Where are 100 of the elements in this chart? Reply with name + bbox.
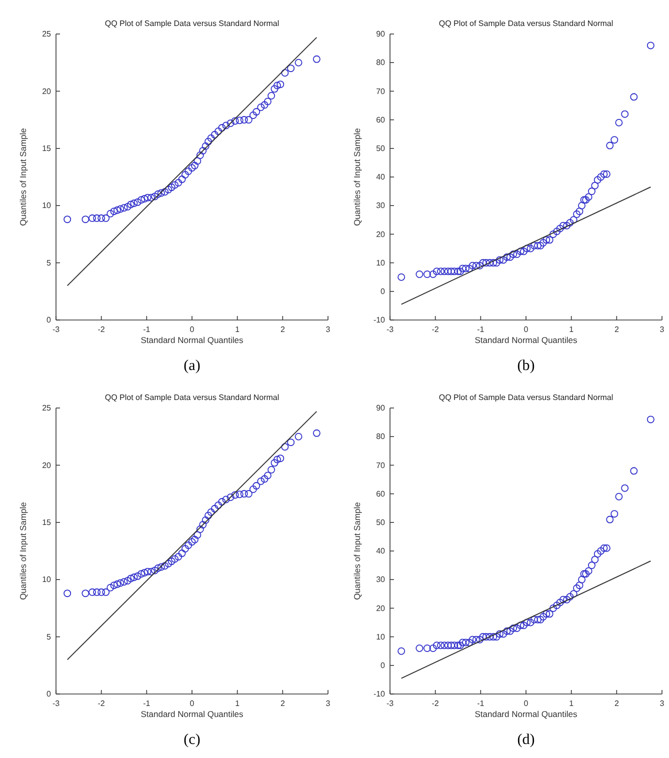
y-axis-title: Quantiles of Input Sample	[18, 128, 28, 226]
point	[268, 92, 276, 100]
y-tick-label: 0	[380, 286, 386, 296]
point	[312, 55, 320, 63]
point	[276, 80, 284, 88]
point	[252, 482, 260, 490]
point	[147, 568, 155, 576]
y-tick-label: 50	[376, 144, 386, 153]
point	[268, 466, 276, 474]
y-tick-label: 90	[376, 30, 386, 39]
y-tick-label: 5	[46, 258, 52, 268]
x-tick-label: -1	[477, 699, 485, 708]
point	[178, 176, 186, 184]
y-tick-label: 15	[42, 518, 52, 527]
point	[240, 116, 248, 124]
point	[260, 101, 268, 109]
point	[93, 588, 101, 596]
point	[202, 142, 210, 150]
y-tick-label: 60	[376, 489, 386, 498]
y-tick-label: 15	[42, 144, 52, 153]
point	[294, 432, 302, 440]
point	[161, 188, 169, 196]
point	[106, 210, 114, 218]
x-tick-label: 2	[280, 325, 286, 334]
point	[134, 572, 142, 580]
point	[140, 194, 148, 202]
point	[147, 194, 155, 202]
point	[273, 456, 281, 464]
x-tick-label: 3	[660, 699, 665, 708]
point	[134, 198, 142, 206]
point	[168, 558, 176, 566]
x-axis-title: Standard Normal Quantiles	[140, 709, 244, 719]
y-tick-label: 10	[376, 632, 386, 642]
text: (d)	[517, 732, 535, 748]
point	[157, 189, 165, 197]
x-tick-label: -3	[52, 325, 60, 334]
y-tick-label: 30	[376, 201, 386, 210]
point	[188, 538, 196, 546]
x-tick-label: 0	[524, 325, 529, 334]
point	[273, 82, 281, 90]
point	[181, 544, 189, 552]
point	[231, 491, 239, 499]
y-tick-label: 5	[46, 632, 52, 642]
point	[151, 566, 159, 574]
point	[264, 472, 272, 480]
x-axis-title: Standard Normal Quantiles	[474, 335, 578, 345]
point	[257, 103, 265, 111]
point	[231, 117, 239, 125]
point	[171, 181, 179, 189]
point	[157, 563, 165, 571]
x-tick-label: 1	[235, 325, 240, 334]
point	[116, 579, 124, 587]
point	[210, 504, 218, 512]
y-axis-title: Quantiles of Input Sample	[18, 502, 28, 600]
y-tick-label: 80	[376, 432, 386, 442]
point	[281, 69, 289, 77]
point	[281, 443, 289, 451]
y-tick-label: 40	[376, 546, 386, 556]
y-tick-label: 70	[376, 86, 386, 96]
point	[93, 214, 101, 222]
point	[287, 64, 295, 72]
point	[130, 574, 138, 582]
x-tick-label: 1	[569, 699, 574, 708]
y-tick-label: 40	[376, 172, 386, 182]
point	[287, 438, 295, 446]
point	[113, 206, 121, 214]
y-tick-label: 0	[46, 316, 52, 325]
point	[270, 459, 278, 467]
point	[226, 493, 234, 501]
point	[82, 590, 90, 598]
x-tick-label: 2	[280, 699, 286, 708]
y-tick-label: 25	[42, 30, 52, 39]
point	[120, 578, 128, 586]
x-tick-label: -1	[143, 325, 151, 334]
y-tick-label: 80	[376, 58, 386, 68]
point	[88, 214, 96, 222]
point	[270, 85, 278, 93]
x-tick-label: 0	[190, 699, 195, 708]
x-tick-label: 0	[190, 325, 195, 334]
x-axis-title: Standard Normal Quantiles	[474, 709, 578, 719]
y-tick-label: -10	[373, 690, 386, 699]
x-tick-label: 1	[569, 325, 574, 334]
point	[199, 146, 207, 154]
point	[188, 164, 196, 172]
point	[264, 98, 272, 106]
x-tick-label: -3	[386, 699, 394, 708]
point	[204, 512, 212, 520]
point	[249, 111, 257, 119]
point	[214, 127, 222, 135]
x-tick-label: 2	[614, 699, 620, 708]
point	[218, 498, 226, 506]
point	[236, 116, 244, 124]
x-tick-label: 0	[524, 699, 529, 708]
point	[181, 170, 189, 178]
point	[98, 588, 106, 596]
point	[164, 560, 172, 568]
x-tick-label: 3	[326, 325, 331, 334]
y-tick-label: 90	[376, 404, 386, 413]
x-tick-label: -1	[143, 699, 151, 708]
y-tick-label: 10	[42, 201, 52, 210]
